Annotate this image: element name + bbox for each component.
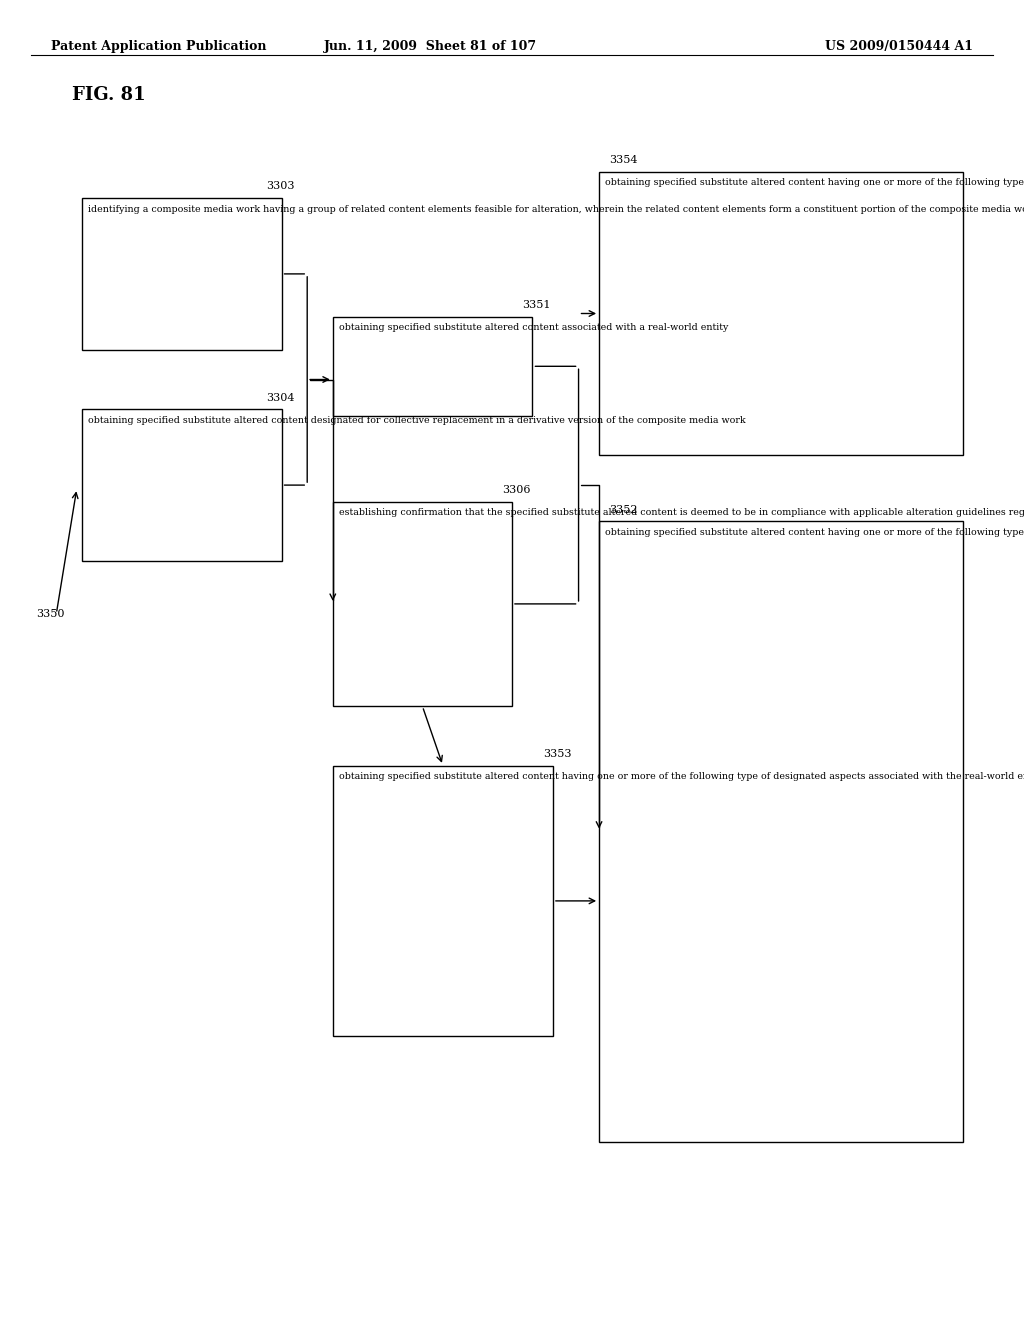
- Text: Patent Application Publication: Patent Application Publication: [51, 40, 266, 53]
- Text: obtaining specified substitute altered content having one or more of the followi: obtaining specified substitute altered c…: [339, 772, 1024, 781]
- Bar: [333, 317, 532, 416]
- Text: 3350: 3350: [36, 609, 65, 619]
- Text: 3303: 3303: [266, 181, 295, 191]
- Text: 3306: 3306: [502, 484, 530, 495]
- Text: obtaining specified substitute altered content having one or more of the followi: obtaining specified substitute altered c…: [605, 178, 1024, 187]
- Bar: [599, 172, 963, 455]
- Text: 3304: 3304: [266, 392, 295, 403]
- Bar: [82, 198, 282, 350]
- Bar: [599, 521, 963, 1142]
- Text: US 2009/0150444 A1: US 2009/0150444 A1: [824, 40, 973, 53]
- Text: 3354: 3354: [609, 154, 638, 165]
- Text: identifying a composite media work having a group of related content elements fe: identifying a composite media work havin…: [88, 205, 1024, 214]
- Text: 3351: 3351: [522, 300, 551, 310]
- Text: 3352: 3352: [609, 504, 638, 515]
- Text: obtaining specified substitute altered content designated for collective replace: obtaining specified substitute altered c…: [88, 416, 745, 425]
- Bar: [82, 409, 282, 561]
- Text: FIG. 81: FIG. 81: [72, 86, 145, 104]
- Text: obtaining specified substitute altered content having one or more of the followi: obtaining specified substitute altered c…: [605, 528, 1024, 537]
- Text: establishing confirmation that the specified substitute altered content is deeme: establishing confirmation that the speci…: [339, 508, 1024, 517]
- Text: 3353: 3353: [543, 748, 571, 759]
- Text: Jun. 11, 2009  Sheet 81 of 107: Jun. 11, 2009 Sheet 81 of 107: [324, 40, 537, 53]
- Text: obtaining specified substitute altered content associated with a real-world enti: obtaining specified substitute altered c…: [339, 323, 728, 333]
- Bar: [333, 766, 553, 1036]
- Bar: [333, 502, 512, 706]
